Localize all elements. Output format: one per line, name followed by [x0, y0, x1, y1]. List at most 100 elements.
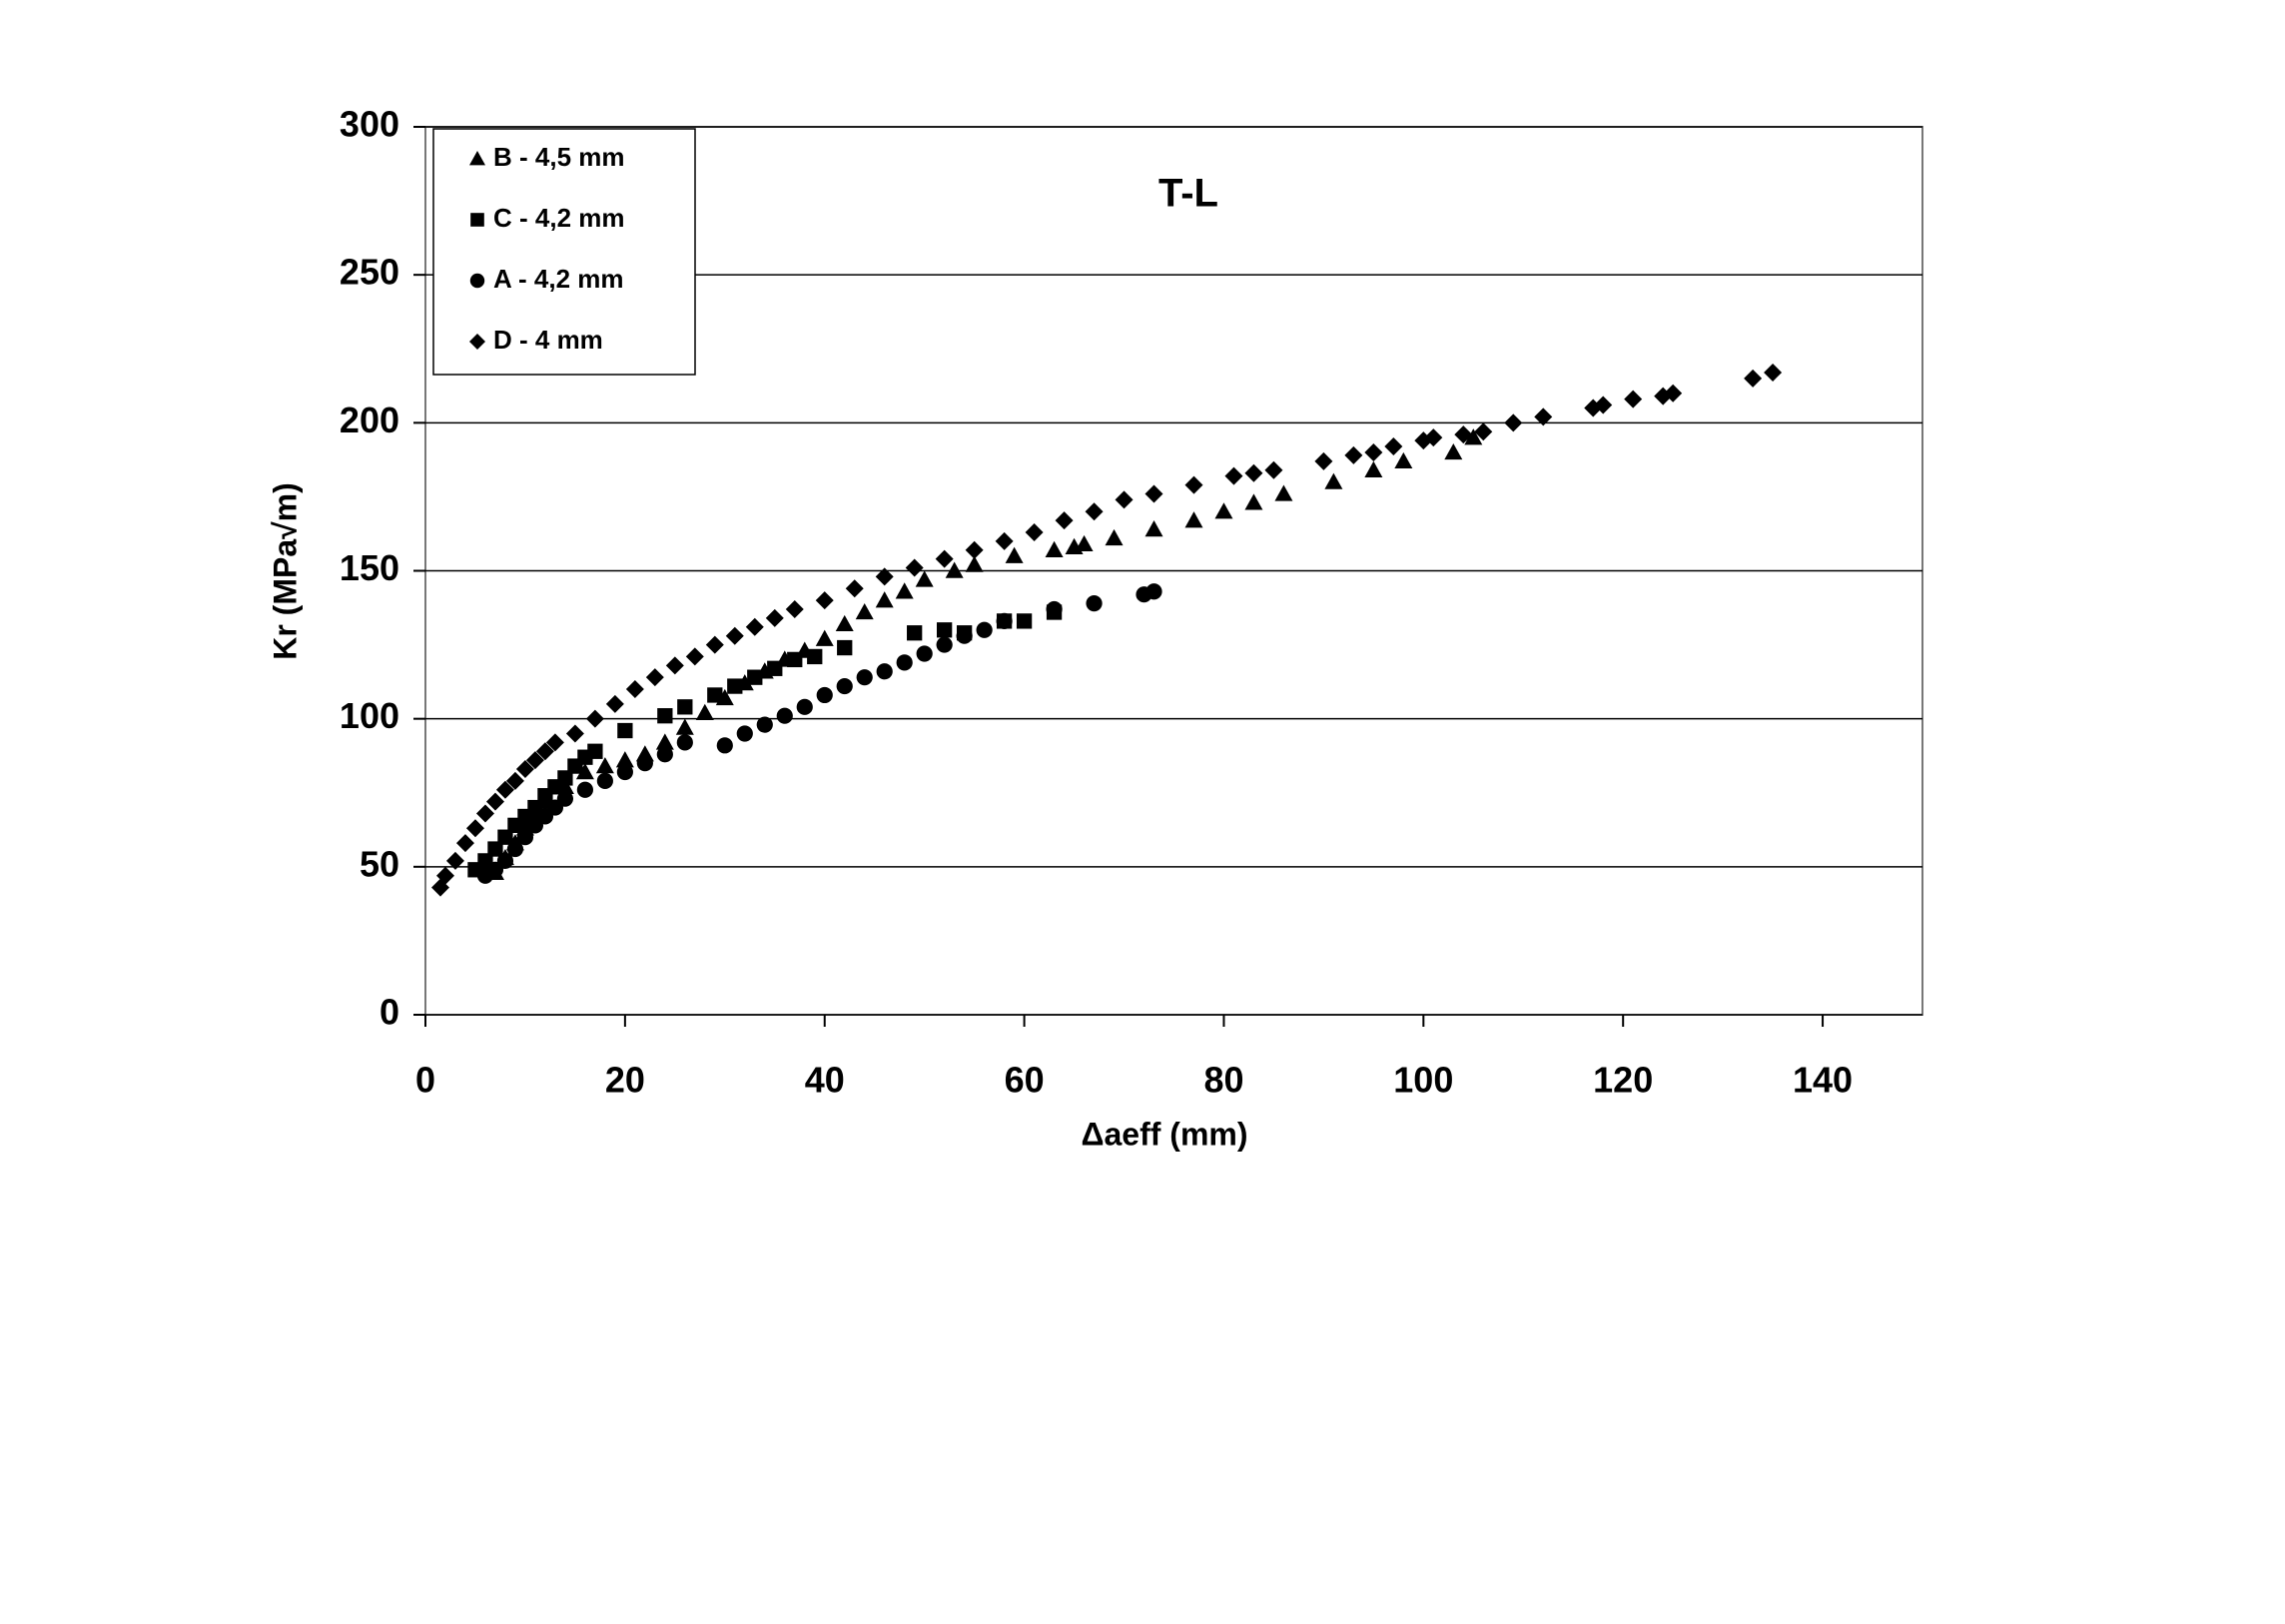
point [1184, 476, 1202, 494]
point [676, 719, 694, 735]
point [617, 764, 633, 780]
point [1314, 452, 1332, 470]
point [966, 541, 984, 559]
point [837, 640, 852, 655]
x-tick-label: 100 [1393, 1060, 1453, 1101]
point [977, 622, 993, 638]
point [666, 656, 684, 674]
point [766, 609, 784, 627]
point [1145, 484, 1163, 502]
point [807, 649, 822, 664]
point [1006, 547, 1024, 563]
point [1244, 493, 1262, 509]
point [1274, 484, 1292, 500]
point [707, 687, 722, 702]
point [1184, 511, 1202, 527]
point [816, 630, 834, 646]
point [1086, 502, 1104, 520]
point [997, 613, 1013, 629]
y-tick-label: 200 [340, 400, 399, 440]
point [737, 725, 753, 741]
point [846, 579, 864, 597]
y-tick-label: 0 [380, 992, 399, 1033]
point [917, 645, 933, 661]
x-tick-label: 40 [805, 1060, 845, 1101]
point [1244, 464, 1262, 482]
legend-marker [470, 274, 484, 288]
point [726, 627, 744, 645]
point [1364, 461, 1382, 477]
legend-label: D - 4 mm [493, 325, 603, 355]
point [757, 716, 773, 732]
point [657, 708, 672, 723]
point [596, 757, 614, 773]
point [486, 793, 504, 811]
point [1106, 529, 1124, 545]
x-tick-label: 0 [415, 1060, 435, 1101]
point [677, 699, 692, 714]
legend-label: B - 4,5 mm [493, 142, 625, 172]
point [1504, 413, 1522, 431]
point [896, 582, 914, 598]
point [836, 615, 854, 631]
point [1444, 443, 1462, 459]
legend-label: C - 4,2 mm [493, 203, 625, 233]
point [897, 654, 913, 670]
point [1214, 502, 1232, 518]
point [1056, 511, 1074, 529]
point [1145, 583, 1161, 599]
point [816, 591, 834, 609]
point [777, 708, 793, 724]
point [456, 834, 474, 852]
point [1394, 452, 1412, 468]
x-tick-label: 80 [1203, 1060, 1243, 1101]
point [686, 647, 704, 665]
point [907, 625, 922, 640]
point [957, 628, 973, 644]
point [566, 724, 584, 742]
point [817, 687, 833, 703]
point [1624, 391, 1642, 408]
point [557, 791, 573, 807]
y-tick-label: 300 [340, 104, 399, 145]
point [936, 550, 954, 568]
point [1017, 613, 1032, 628]
y-tick-label: 50 [360, 843, 399, 884]
point [696, 704, 714, 720]
point [657, 746, 673, 762]
point [747, 670, 762, 685]
point [1384, 437, 1402, 455]
point [786, 600, 804, 618]
point [646, 668, 664, 686]
point [1026, 523, 1044, 541]
y-tick-label: 100 [340, 695, 399, 736]
point [767, 661, 782, 676]
point [597, 773, 613, 789]
point [1264, 461, 1282, 479]
point [717, 737, 733, 753]
legend-marker [470, 213, 484, 227]
point [1764, 364, 1782, 382]
x-tick-label: 120 [1593, 1060, 1653, 1101]
point [837, 678, 853, 694]
point [787, 652, 802, 667]
point [857, 669, 873, 685]
point [1224, 467, 1242, 485]
point [626, 680, 644, 698]
point [1744, 370, 1762, 388]
legend-label: A - 4,2 mm [493, 264, 624, 294]
point [1116, 490, 1134, 508]
point [1046, 541, 1064, 557]
y-axis-label: Kr (MPa√m) [267, 482, 303, 660]
point [586, 710, 604, 728]
point [677, 734, 693, 750]
point [937, 636, 953, 652]
point [877, 663, 893, 679]
point [937, 622, 952, 637]
point [1086, 595, 1102, 611]
point [906, 559, 924, 577]
point [1076, 535, 1094, 551]
point [1324, 473, 1342, 489]
point [466, 819, 484, 837]
y-tick-label: 250 [340, 252, 399, 293]
